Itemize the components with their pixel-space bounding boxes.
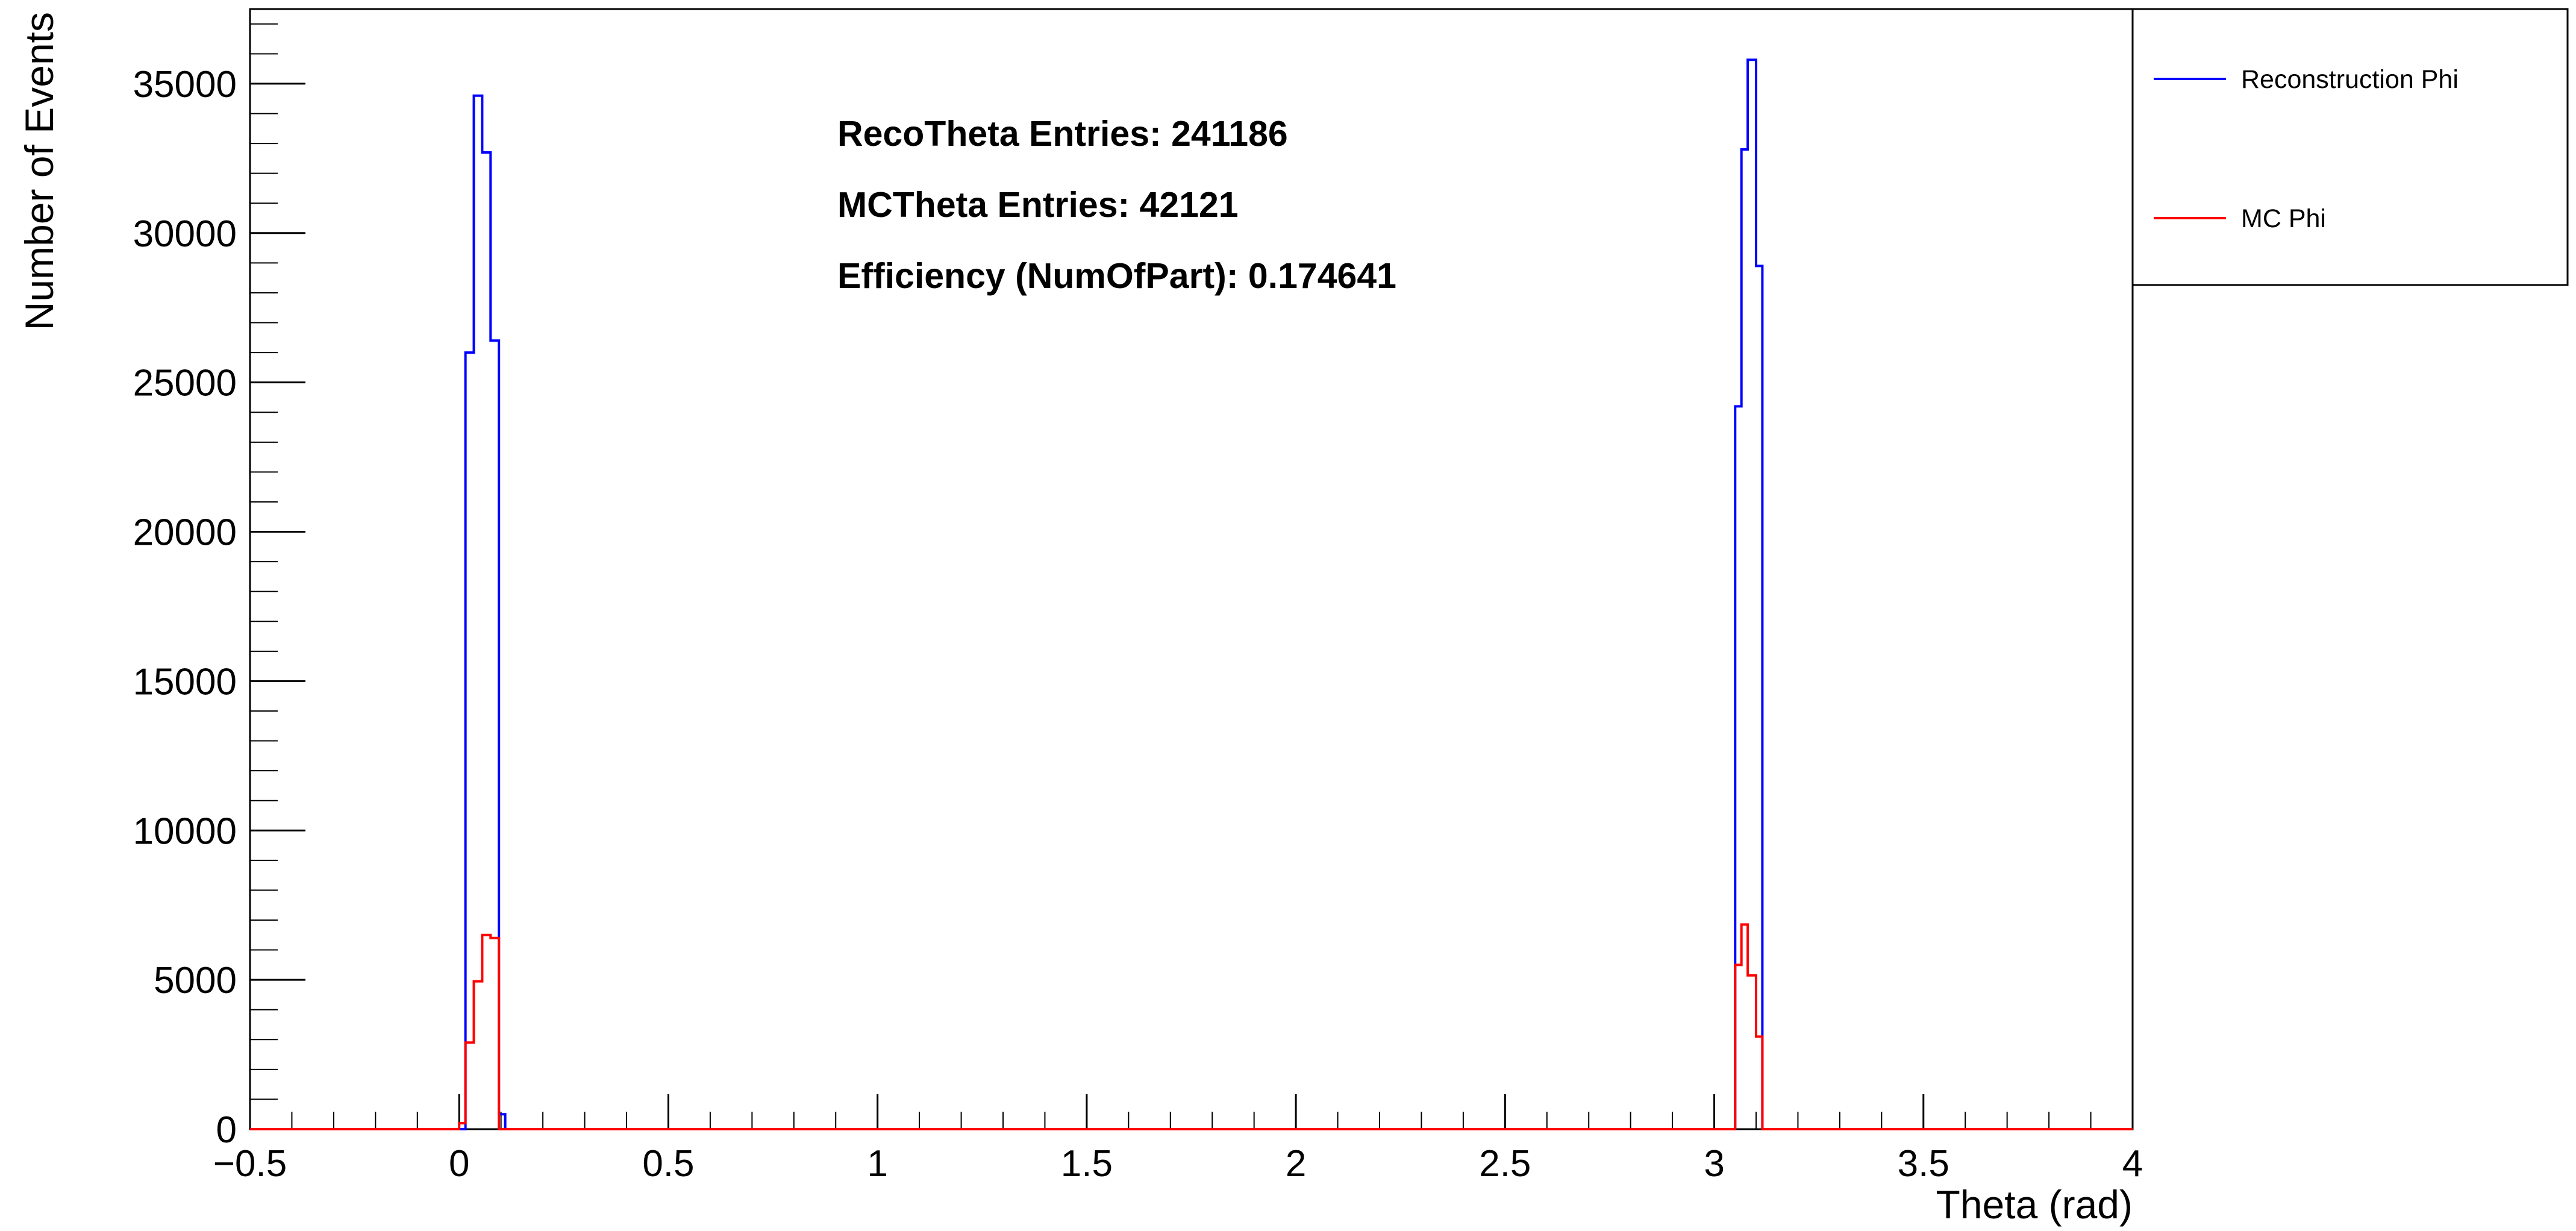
- legend-box: [2131, 8, 2569, 286]
- y-tick-label: 15000: [133, 661, 237, 703]
- series-line-mc-phi: [250, 923, 2133, 1130]
- histogram-bin-mc-phi: [490, 938, 499, 1129]
- series-line-reconstruction-phi: [250, 58, 2133, 1130]
- stats-line-mc-entries: MCTheta Entries: 42121: [837, 185, 1239, 225]
- y-tick-label: 35000: [133, 64, 237, 105]
- x-tick-label: 1: [867, 1143, 887, 1185]
- histogram-bin-reconstruction-phi: [1748, 60, 1756, 1129]
- legend-label-mc-phi: MC Phi: [2241, 204, 2326, 233]
- histogram-bin-reconstruction-phi: [490, 340, 499, 1129]
- x-tick-label: 2.5: [1479, 1143, 1531, 1185]
- x-tick-label: 1.5: [1061, 1143, 1113, 1185]
- x-tick-label: 0: [449, 1143, 469, 1185]
- stats-line-reco-entries: RecoTheta Entries: 241186: [837, 114, 1288, 154]
- plot-frame: [249, 8, 2134, 1130]
- legend: Reconstruction Phi MC Phi: [2131, 8, 2569, 286]
- series-layer: [250, 58, 2133, 1130]
- y-axis-title: Number of Events: [17, 12, 61, 330]
- y-axis: 0 5000 10000 15000 20000 25000 30000 35000: [133, 23, 305, 1151]
- histogram-bin-mc-phi: [466, 1042, 474, 1129]
- y-tick-label: 10000: [133, 810, 237, 852]
- x-tick-label: 4: [2122, 1143, 2143, 1185]
- histogram-bin-reconstruction-phi: [482, 152, 490, 1129]
- legend-label-reconstruction-phi: Reconstruction Phi: [2241, 65, 2459, 94]
- x-tick-label: 0.5: [642, 1143, 694, 1185]
- stats-line-efficiency: Efficiency (NumOfPart): 0.174641: [837, 256, 1396, 296]
- histogram-bin-mc-phi: [482, 935, 490, 1129]
- stats-box: RecoTheta Entries: 241186 MCTheta Entrie…: [837, 114, 1396, 296]
- y-tick-label: 25000: [133, 363, 237, 404]
- x-axis-title: Theta (rad): [1936, 1182, 2133, 1227]
- y-tick-label: 5000: [154, 960, 237, 1001]
- histogram-bin-mc-phi: [474, 982, 483, 1129]
- y-tick-label: 0: [216, 1109, 237, 1151]
- x-axis: −0.5 0 0.5 1 1.5 2 2.5 3 3.5 4: [213, 1094, 2143, 1185]
- y-tick-label: 30000: [133, 213, 237, 255]
- x-tick-label: 3.5: [1898, 1143, 1949, 1185]
- x-tick-label: 2: [1286, 1143, 1306, 1185]
- x-tick-label: 3: [1704, 1143, 1724, 1185]
- histogram-bin-reconstruction-phi: [466, 352, 474, 1129]
- y-tick-label: 20000: [133, 512, 237, 554]
- x-tick-label: −0.5: [213, 1143, 287, 1185]
- histogram-bin-reconstruction-phi: [474, 96, 483, 1129]
- histogram-bin-mc-phi: [1748, 976, 1756, 1129]
